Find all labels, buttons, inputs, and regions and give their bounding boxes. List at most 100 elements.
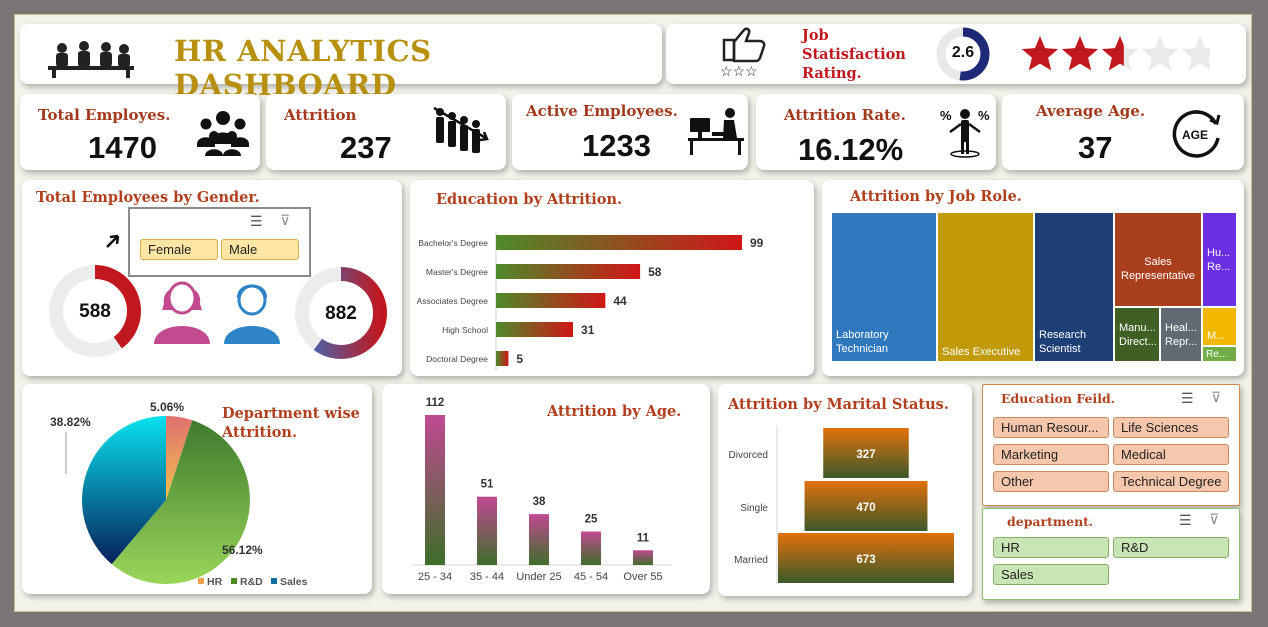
department-legend-swatch (231, 578, 237, 584)
department-legend-swatch (271, 578, 277, 584)
marital-bar (804, 481, 928, 531)
education-field-option[interactable]: Human Resour... (993, 417, 1109, 438)
job-role-card: Attrition by Job Role. Laboratory Techni… (822, 180, 1244, 376)
meeting-icon (48, 41, 134, 78)
thumbs-up-icon: ☆☆☆ (720, 27, 766, 78)
job-role-tile: Heal... Repr... (1161, 308, 1201, 361)
job-role-tile: Hu... Re... (1203, 213, 1236, 306)
department-legend-label: R&D (240, 576, 263, 588)
rating-label: Job Statisfaction Rating. (802, 27, 906, 82)
department-pie-slice (166, 415, 193, 500)
rating-star-empty (1181, 36, 1210, 71)
education-field-option[interactable]: Technical Degree (1113, 471, 1229, 492)
education-category-label: Bachelor's Degree (418, 238, 488, 248)
department-slicer: department. ☰ ⊽ HR R&D Sales (982, 508, 1240, 600)
kpi-value: 237 (340, 130, 392, 165)
department-option[interactable]: Sales (993, 564, 1109, 585)
education-bar-chart: Bachelor's Degree 99 Master's Degree 58 Asso… (417, 232, 764, 370)
title-card: HR ANALYTICS DASHBOARD (20, 24, 662, 102)
department-legend-label: HR (207, 576, 223, 588)
gender-option-male[interactable]: Male (221, 239, 299, 260)
clear-filter-icon[interactable]: ⊽ (280, 212, 291, 228)
female-count: 588 (79, 301, 111, 322)
education-field-option[interactable]: Marketing (993, 444, 1109, 465)
department-chart-title: Department wise Attrition. (222, 405, 360, 441)
kpi-value: 1233 (582, 128, 651, 163)
kpi-label: Active Employees. (526, 102, 678, 120)
education-category-label: Master's Degree (426, 267, 488, 277)
people-leaving-icon (433, 106, 489, 153)
kpi-value: 1470 (88, 130, 157, 165)
job-role-label: M... (1207, 330, 1226, 342)
marital-category-label: Divorced (729, 450, 768, 461)
age-value-label: 38 (533, 496, 546, 508)
education-field-option[interactable]: Medical (1113, 444, 1229, 465)
age-category-label: 25 - 34 (418, 571, 452, 583)
department-slice-label: 38.82% (50, 415, 91, 429)
kpi-label: Average Age. (1036, 102, 1146, 120)
education-attrition-card: Education by Attrition. Bachelor's Degre… (410, 180, 814, 376)
department-option[interactable]: HR (993, 537, 1109, 558)
age-value-label: 25 (585, 514, 598, 526)
svg-text:%: % (940, 108, 952, 123)
job-role-label: Re... (1206, 349, 1228, 360)
job-role-tile: Sales Representative (1115, 213, 1201, 306)
education-bar (496, 264, 641, 279)
employee-at-desk-icon (688, 108, 744, 155)
education-field-option[interactable]: Other (993, 471, 1109, 492)
male-donut (295, 267, 387, 359)
svg-text:☆☆☆: ☆☆☆ (720, 63, 758, 78)
marital-category-label: Single (740, 503, 768, 514)
multi-select-icon[interactable]: ☰ (1181, 390, 1194, 406)
department-option[interactable]: R&D (1113, 537, 1229, 558)
kpi-label: Attrition Rate. (784, 106, 906, 124)
department-legend-label: Sales (280, 576, 308, 588)
male-icon (224, 284, 280, 344)
marital-value-label: 327 (856, 449, 875, 461)
rating-value: 2.6 (951, 44, 975, 61)
clear-filter-icon[interactable]: ⊽ (1211, 389, 1222, 405)
education-category-label: Associates Degree (417, 296, 489, 306)
rating-gauge (936, 27, 990, 81)
age-cycle-icon: AGE (1172, 110, 1221, 158)
education-value-label: 5 (516, 352, 523, 366)
job-role-label: Research Scientist (1039, 329, 1087, 355)
multi-select-icon[interactable]: ☰ (250, 213, 263, 229)
age-value-label: 112 (426, 397, 445, 409)
marital-card: Attrition by Marital Status. 327 Divorced… (718, 384, 972, 596)
rating-stars (1021, 36, 1210, 71)
age-bar (581, 531, 601, 565)
multi-select-icon[interactable]: ☰ (1179, 512, 1192, 528)
job-role-label: Sales Executive (942, 346, 1021, 358)
age-category-label: 35 - 44 (470, 571, 504, 583)
clear-filter-icon[interactable]: ⊽ (1209, 511, 1220, 527)
job-role-label: Hu... Re... (1207, 246, 1231, 273)
cursor-icon (106, 234, 120, 248)
education-chart-title: Education by Attrition. (436, 191, 623, 208)
person-percent-icon: % % (940, 108, 990, 158)
kpi-average-age: Average Age. 37 AGE (1002, 94, 1244, 170)
age-category-label: 45 - 54 (574, 571, 608, 583)
education-field-slicer: Education Feild. ☰ ⊽ Human Resour... Lif… (982, 384, 1240, 506)
marital-value-label: 673 (856, 554, 875, 566)
gender-slicer: ☰ ⊽ Female Male (128, 207, 311, 277)
kpi-label: Attrition (284, 106, 357, 124)
department-slicer-title: department. (1007, 514, 1094, 529)
education-bar (496, 293, 606, 308)
female-icon (154, 281, 210, 344)
job-role-label: Heal... Repr... (1165, 321, 1198, 348)
marital-bar (823, 428, 909, 478)
education-value-label: 31 (581, 323, 595, 337)
svg-text:%: % (978, 108, 990, 123)
job-role-label: Manu... Direct... (1119, 321, 1157, 348)
education-value-label: 99 (750, 236, 764, 250)
education-field-option[interactable]: Life Sciences (1113, 417, 1229, 438)
age-bar (529, 514, 549, 565)
education-bar (496, 351, 509, 366)
age-bar (633, 550, 653, 565)
education-category-label: Doctoral Degree (426, 354, 488, 364)
age-card: Attrition by Age. 112 25 - 34 51 35 - 44 38 U… (382, 384, 710, 594)
education-field-title: Education Feild. (1001, 391, 1116, 406)
gender-option-female[interactable]: Female (140, 239, 218, 260)
department-legend-swatch (198, 578, 204, 584)
